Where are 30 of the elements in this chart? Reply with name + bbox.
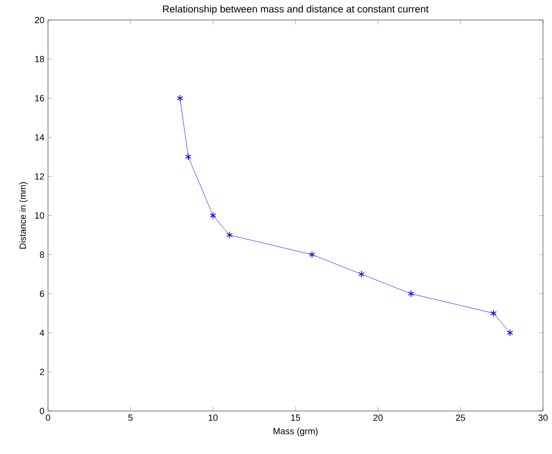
- x-tick-label: 0: [46, 414, 50, 421]
- chart-title: Relationship between mass and distance at constant current: [163, 5, 429, 14]
- y-axis-title: Distance in (mm): [19, 182, 28, 249]
- y-tick-label: 14: [35, 134, 44, 140]
- point: [176, 94, 184, 102]
- x-axis-title: Mass (grm): [274, 428, 318, 436]
- x-tick-label: 5: [128, 414, 133, 421]
- y-tick-label: 8: [40, 251, 44, 258]
- y-tick-label: 4: [40, 330, 44, 336]
- y-tick-label: 6: [40, 290, 44, 297]
- x-tick-label: 15: [291, 414, 300, 421]
- y-tick-label: 12: [35, 173, 44, 180]
- point: [226, 231, 233, 239]
- x-tick-label: 25: [456, 414, 466, 421]
- y-tick-label: 10: [35, 212, 44, 219]
- point: [408, 290, 414, 298]
- x-tick-label: 20: [373, 414, 383, 421]
- point: [308, 251, 316, 258]
- y-tick-label: 2: [40, 368, 44, 376]
- point: [210, 212, 216, 220]
- x-tick-label: 30: [538, 414, 548, 421]
- x-tick-label: 10: [208, 414, 218, 421]
- y-tick-label: 20: [34, 16, 44, 24]
- point: [358, 270, 365, 278]
- y-tick-label: 0: [40, 408, 44, 414]
- point: [490, 310, 497, 317]
- y-tick-label: 18: [35, 56, 44, 62]
- y-tick-label: 16: [35, 95, 44, 102]
- point: [185, 153, 192, 160]
- point: [506, 329, 514, 336]
